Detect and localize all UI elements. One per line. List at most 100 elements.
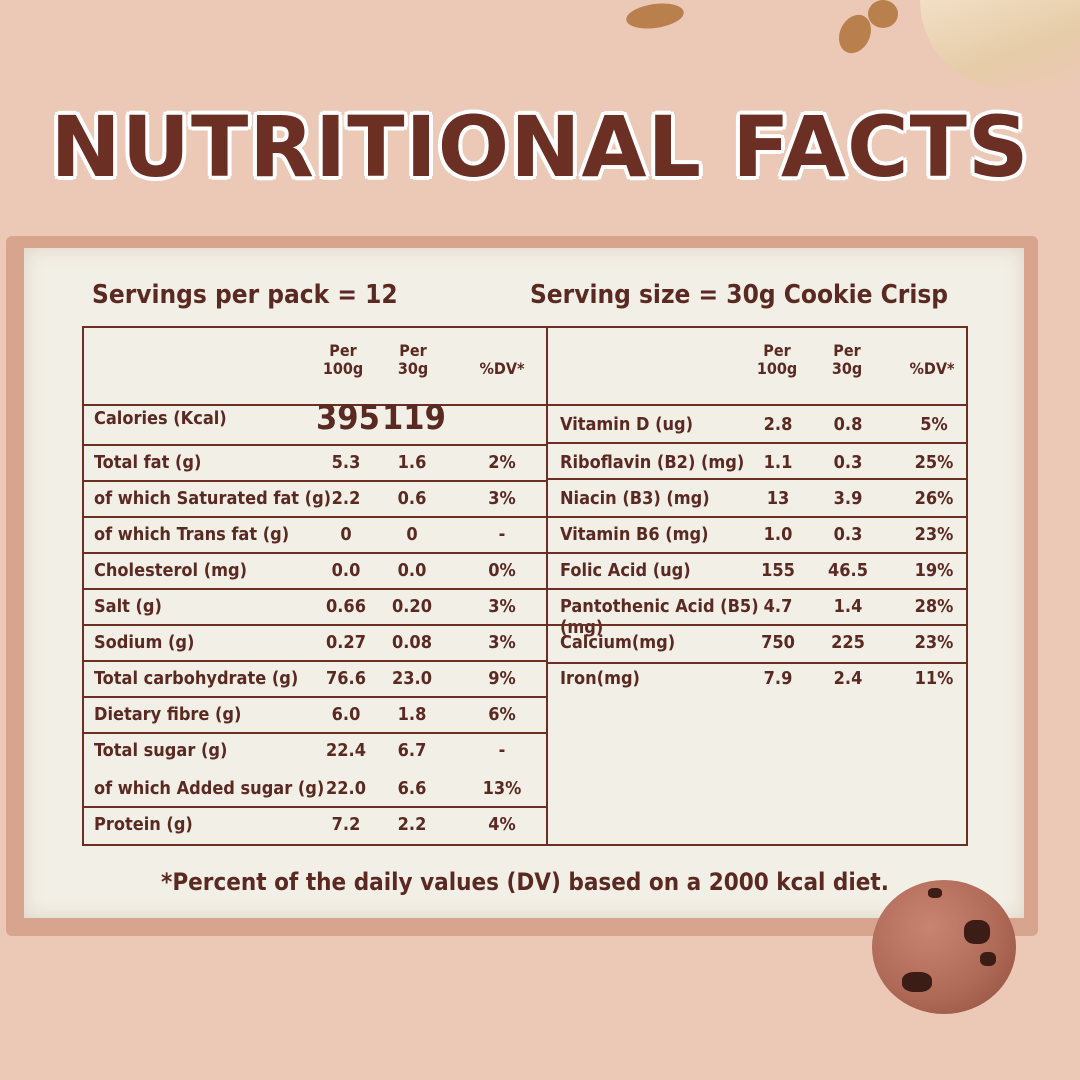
row-divider (548, 552, 968, 554)
row-divider (82, 806, 548, 808)
value-per-30g: 1.4 (833, 596, 863, 617)
col-header-dv-left: %DV* (479, 359, 525, 378)
row-divider (548, 516, 968, 518)
value-per-30g: 225 (831, 632, 865, 653)
nutrient-name: Total carbohydrate (g) (94, 668, 299, 689)
row-divider (82, 732, 548, 734)
value-dv: 9% (488, 668, 516, 689)
value-per-30g: 0 (406, 524, 418, 545)
nutrient-name: Niacin (B3) (mg) (560, 488, 710, 509)
table-row: Folic Acid (ug) 155 46.5 19% (548, 560, 968, 590)
value-per-100g: 5.3 (331, 452, 361, 473)
col-header-per30-right: Per 30g (831, 341, 863, 378)
row-divider (82, 624, 548, 626)
row-divider (548, 478, 968, 480)
value-per-100g: 22.4 (326, 740, 366, 761)
table-row: Calcium(mg) 750 225 23% (548, 632, 968, 662)
nutrient-name: Sodium (g) (94, 632, 195, 653)
value-per-100g: 0.27 (326, 632, 366, 653)
value-dv: 3% (488, 488, 516, 509)
serving-size: Serving size = 30g Cookie Crisp (529, 280, 948, 310)
table-row: Protein (g) 7.2 2.2 4% (82, 814, 548, 844)
value-per-100g: 395 (316, 398, 380, 438)
value-dv: 4% (488, 814, 516, 835)
value-dv: 23% (914, 524, 954, 545)
value-dv: 5% (920, 414, 948, 435)
nutrient-name: Pantothenic Acid (B5) (mg) (560, 596, 759, 638)
table-row: Cholesterol (mg) 0.0 0.0 0% (82, 560, 548, 590)
value-per-30g: 23.0 (392, 668, 432, 689)
value-per-100g: 0.66 (326, 596, 366, 617)
value-dv: - (498, 740, 506, 761)
table-row: Salt (g) 0.66 0.20 3% (82, 596, 548, 626)
row-divider (548, 624, 968, 626)
table-row: Calories (Kcal) 395 119 (82, 398, 548, 438)
value-per-100g: 2.8 (763, 414, 793, 435)
nutrient-name: Folic Acid (ug) (560, 560, 691, 581)
value-per-30g: 0.20 (392, 596, 432, 617)
nutrient-name: Vitamin D (ug) (560, 414, 694, 435)
nutrient-name: Riboflavin (B2) (mg) (560, 452, 745, 473)
value-per-30g: 6.7 (397, 740, 427, 761)
nutrient-name: Protein (g) (94, 814, 193, 835)
value-per-30g: 0.8 (833, 414, 863, 435)
nutrient-name: of which Trans fat (g) (94, 524, 290, 545)
table-row: of which Trans fat (g) 0 0 - (82, 524, 548, 554)
nutrient-name: Calcium(mg) (560, 632, 676, 653)
row-divider (82, 660, 548, 662)
nutrient-name: Cholesterol (mg) (94, 560, 248, 581)
table-row: Niacin (B3) (mg) 13 3.9 26% (548, 488, 968, 518)
value-dv: 25% (914, 452, 954, 473)
value-per-30g: 119 (382, 398, 446, 438)
table-row: Total fat (g) 5.3 1.6 2% (82, 452, 548, 482)
table-row: Sodium (g) 0.27 0.08 3% (82, 632, 548, 662)
servings-per-pack: Servings per pack = 12 (92, 280, 398, 310)
table-row: Dietary fibre (g) 6.0 1.8 6% (82, 704, 548, 734)
table-row: of which Added sugar (g) 22.0 6.6 13% (82, 778, 548, 808)
wheat-grain-icon (624, 0, 686, 32)
value-dv: 28% (914, 596, 954, 617)
nutrient-name: Total fat (g) (94, 452, 202, 473)
value-per-100g: 76.6 (326, 668, 366, 689)
value-per-30g: 1.6 (397, 452, 427, 473)
value-per-100g: 1.0 (763, 524, 793, 545)
wheat-grain-icon (868, 0, 898, 28)
nutrient-name: Iron(mg) (560, 668, 640, 689)
nutrient-name: Calories (Kcal) (94, 408, 227, 429)
value-dv: 23% (914, 632, 954, 653)
table-divider (546, 326, 548, 846)
value-per-100g: 4.7 (763, 596, 793, 617)
value-per-30g: 46.5 (828, 560, 868, 581)
row-divider (82, 552, 548, 554)
value-dv: 3% (488, 632, 516, 653)
row-divider (82, 696, 548, 698)
nutrient-name: of which Added sugar (g) (94, 778, 325, 799)
value-per-100g: 7.9 (763, 668, 793, 689)
nutrition-table (82, 326, 968, 846)
value-dv: 2% (488, 452, 516, 473)
value-per-100g: 6.0 (331, 704, 361, 725)
value-dv: - (498, 524, 506, 545)
page-title: NUTRITIONAL FACTS (50, 98, 1030, 196)
nutrient-name: of which Saturated fat (g) (94, 488, 332, 509)
value-per-30g: 0.08 (392, 632, 432, 653)
value-dv: 0% (488, 560, 516, 581)
value-per-100g: 22.0 (326, 778, 366, 799)
value-per-30g: 2.2 (397, 814, 427, 835)
row-divider (82, 480, 548, 482)
table-row: Vitamin B6 (mg) 1.0 0.3 23% (548, 524, 968, 554)
header-line-right (548, 404, 968, 406)
value-per-100g: 2.2 (331, 488, 361, 509)
value-per-100g: 750 (761, 632, 795, 653)
value-dv: 19% (914, 560, 954, 581)
col-header-dv-right: %DV* (909, 359, 955, 378)
table-row: Total sugar (g) 22.4 6.7 - (82, 740, 548, 770)
table-row: Total carbohydrate (g) 76.6 23.0 9% (82, 668, 548, 698)
value-dv: 3% (488, 596, 516, 617)
value-dv: 6% (488, 704, 516, 725)
row-divider (82, 516, 548, 518)
header-line-left (82, 404, 548, 406)
row-divider (82, 444, 548, 446)
col-header-per100-right: Per 100g (756, 341, 798, 378)
col-header-per100-left: Per 100g (322, 341, 364, 378)
